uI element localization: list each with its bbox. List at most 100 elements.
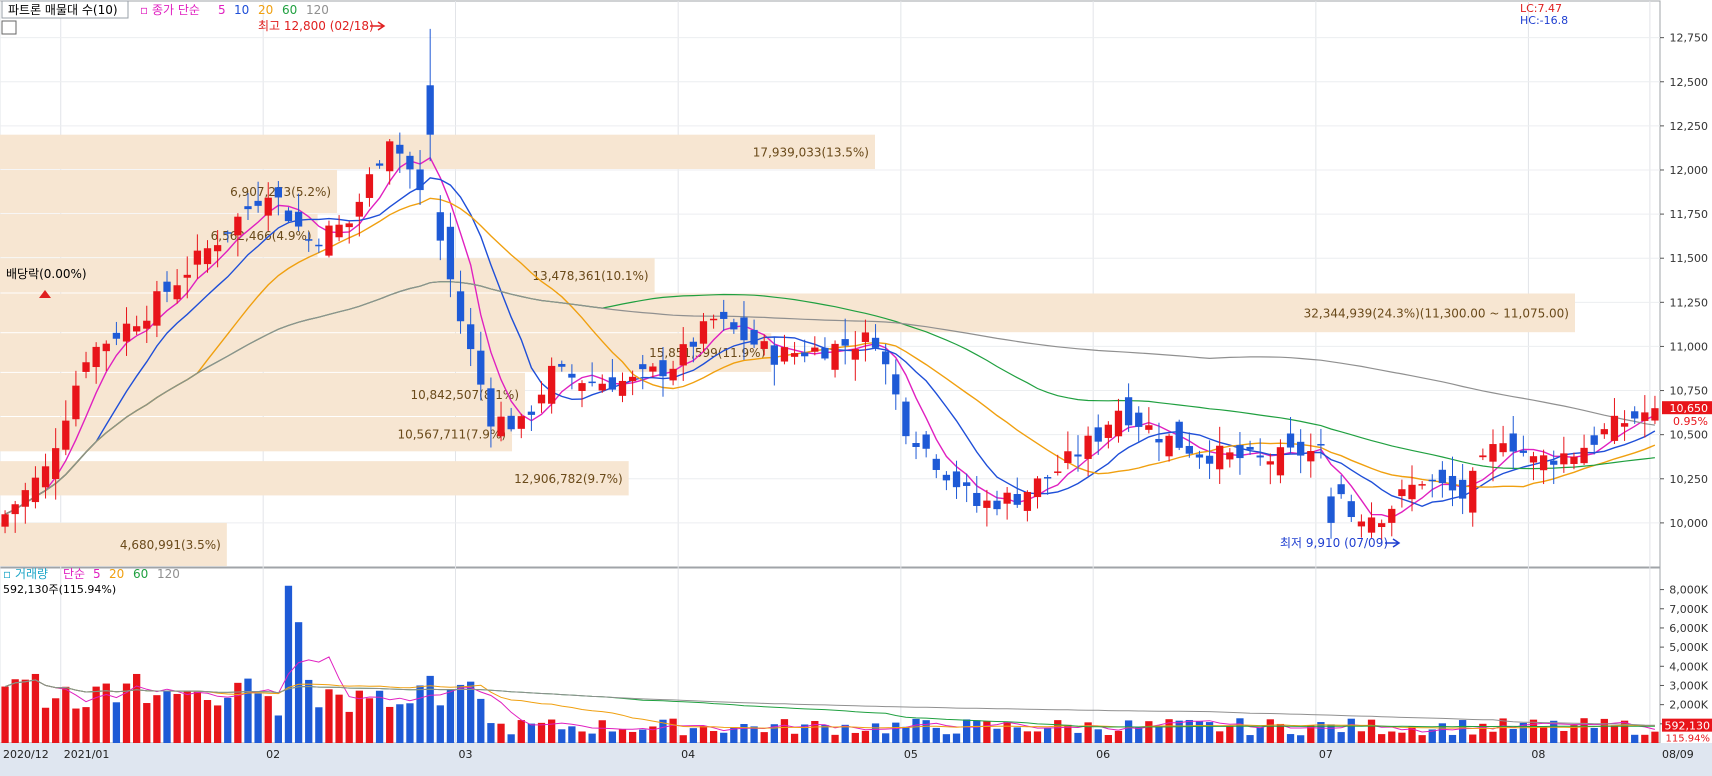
x-axis-label: 02 [266, 748, 280, 761]
volume-bar [983, 721, 991, 743]
volume-bar [1033, 731, 1042, 743]
chart-annotations: 파트론 매물대 수(10) LC:7.47 HC:-16.8 최고 12,800… [1, 0, 1712, 745]
candle-body [1307, 451, 1315, 462]
chart-title: 파트론 매물대 수(10) [8, 3, 118, 17]
volume-bar [1175, 720, 1183, 743]
volume-bar [1124, 720, 1133, 743]
candle-body [92, 346, 100, 368]
price-tick-label: 12,250 [1670, 120, 1709, 133]
dividend-arrow [39, 290, 51, 298]
candle-body [1226, 452, 1234, 460]
price-tick-label: 12,750 [1670, 32, 1709, 45]
volume-bar [1388, 731, 1396, 743]
volume-bar [122, 683, 131, 743]
volume-bar [1550, 720, 1558, 743]
volume-bar [426, 675, 434, 743]
grid-icon[interactable] [1, 20, 17, 35]
ma-legend-prefix: ▫ 종가 단순 [140, 3, 200, 17]
volume-bar [325, 689, 333, 743]
volume-bar [882, 733, 890, 743]
candle-body [912, 443, 920, 447]
candle-body [365, 174, 374, 198]
volume-ma-120 [4, 679, 1655, 726]
hc-label: HC:-16.8 [1520, 14, 1568, 27]
candle-body [1084, 435, 1092, 459]
x-axis-label: 03 [458, 748, 472, 761]
candle-body [1216, 445, 1224, 470]
candle-body [1185, 445, 1193, 454]
volume-bar [62, 686, 70, 743]
candle-body [467, 324, 475, 350]
volume-bar [1307, 725, 1315, 743]
candle-body [355, 201, 363, 217]
candle-body [72, 385, 80, 420]
volume-bar [173, 693, 181, 743]
candle-body [558, 363, 566, 367]
profile-bar [0, 214, 318, 258]
candle-body [1124, 397, 1133, 426]
chart-title-box[interactable] [1, 0, 129, 19]
x-axis-label: 07 [1319, 748, 1333, 761]
candle-body [193, 250, 202, 265]
candle-body [1, 514, 9, 527]
candle-body [1570, 456, 1578, 464]
candle-body [770, 345, 778, 365]
candle-body [902, 401, 910, 437]
candle-body [1479, 455, 1487, 458]
candle-body [578, 383, 586, 391]
price-panel-frame [0, 0, 1661, 568]
candle-body [305, 239, 313, 241]
profile-label: 12,906,782(9.7%) [514, 472, 623, 486]
candle-body [173, 285, 181, 300]
volume-bar [527, 723, 536, 743]
price-badge-value: 10,650 [1670, 402, 1709, 415]
volume-bar [730, 727, 738, 743]
axes[interactable]: 10,000 10,250 10,500 10,750 11,000 11,250 11,5… [0, 32, 1712, 776]
volume-bar [305, 679, 313, 743]
profile-label: 6,562,466(4.9%) [211, 229, 312, 243]
candle-body [41, 466, 50, 488]
candle-body [1469, 470, 1477, 513]
candle-body [861, 332, 870, 342]
volume-bar [416, 685, 424, 743]
candle-body [274, 187, 282, 198]
candle-body [851, 349, 859, 360]
volume-bar [133, 673, 141, 743]
volume-bar [1651, 731, 1659, 743]
candle-body [1145, 425, 1153, 430]
volume-bar [628, 731, 637, 743]
volume-bar [811, 720, 819, 743]
candle-body [1286, 433, 1295, 448]
volume-bar [649, 726, 657, 743]
volume-bar [406, 703, 414, 743]
candle-body [983, 500, 991, 508]
candle-body [1641, 412, 1649, 421]
candle-body [1529, 456, 1538, 463]
volume-bar [315, 707, 323, 743]
profile-label: 4,680,991(3.5%) [120, 538, 221, 552]
volume-bar [102, 683, 110, 743]
volume-bar [1479, 723, 1487, 743]
x-axis-band [0, 743, 1712, 776]
volume-bar [1266, 719, 1274, 743]
candle-body [122, 323, 131, 342]
volume-bar [72, 708, 80, 743]
candle-body [507, 415, 515, 430]
candle-body [882, 351, 890, 365]
candle-body [628, 376, 637, 382]
volume-bar [1256, 727, 1264, 743]
volume-bar [578, 731, 586, 743]
volume-bar [963, 719, 971, 743]
ma-legend-20: 20 [258, 3, 273, 17]
volume-bar [244, 678, 252, 743]
candle-body [254, 200, 262, 206]
volume-bar [497, 723, 505, 743]
volume-bar [365, 698, 374, 743]
candle-body [396, 144, 404, 154]
candle-body [416, 169, 424, 191]
candle-body [1327, 496, 1335, 523]
x-axis-label: 2020/12 [3, 748, 49, 761]
candle-body [1256, 455, 1264, 458]
volume-bar [467, 681, 475, 743]
